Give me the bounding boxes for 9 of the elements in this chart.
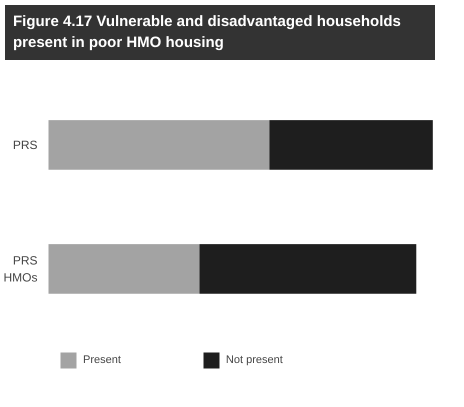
chart-title: Figure 4.17 Vulnerable and disadvantaged households present in poor HMO housing bbox=[13, 12, 402, 54]
bar bbox=[48, 244, 200, 294]
bar bbox=[200, 244, 416, 294]
bar bbox=[48, 120, 270, 170]
bar bbox=[269, 120, 433, 170]
y-tick-label: PRS bbox=[12, 138, 38, 152]
legend-label: Present bbox=[83, 354, 121, 366]
y-tick-label: PRS HMOs bbox=[4, 253, 38, 284]
legend-label: Not present bbox=[226, 354, 283, 366]
